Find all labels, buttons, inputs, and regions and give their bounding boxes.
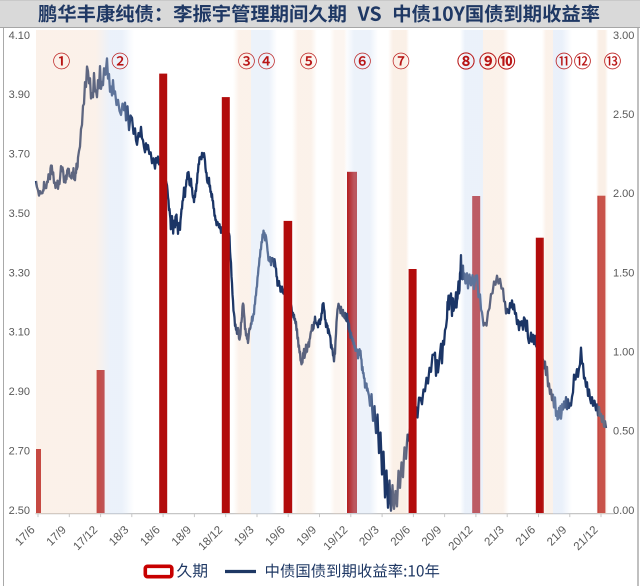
svg-text:3.00: 3.00 [613, 30, 634, 42]
svg-text:20/3: 20/3 [357, 524, 381, 548]
svg-text:4.10: 4.10 [9, 30, 30, 42]
svg-text:1.00: 1.00 [613, 347, 634, 359]
svg-text:3.50: 3.50 [9, 208, 30, 220]
svg-text:20/12: 20/12 [447, 524, 476, 553]
svg-text:17/6: 17/6 [13, 524, 37, 548]
svg-text:2.50: 2.50 [613, 109, 634, 121]
svg-text:3.30: 3.30 [9, 267, 30, 279]
svg-text:19/3: 19/3 [232, 524, 256, 548]
svg-text:18/3: 18/3 [107, 524, 131, 548]
svg-text:21/12: 21/12 [572, 524, 601, 553]
svg-text:20/6: 20/6 [389, 524, 413, 548]
svg-text:18/6: 18/6 [138, 524, 162, 548]
svg-text:21/6: 21/6 [514, 524, 538, 548]
svg-text:2.70: 2.70 [9, 445, 30, 457]
svg-text:1.50: 1.50 [613, 267, 634, 279]
svg-text:19/12: 19/12 [322, 524, 351, 553]
svg-text:19/9: 19/9 [295, 524, 319, 548]
svg-text:21/9: 21/9 [545, 524, 569, 548]
svg-text:18/9: 18/9 [170, 524, 194, 548]
svg-text:21/3: 21/3 [483, 524, 507, 548]
svg-text:0.00: 0.00 [613, 505, 634, 517]
svg-text:17/12: 17/12 [71, 524, 100, 553]
svg-text:2.50: 2.50 [9, 505, 30, 517]
svg-text:2.90: 2.90 [9, 386, 30, 398]
svg-text:3.10: 3.10 [9, 327, 30, 339]
svg-text:0.50: 0.50 [613, 426, 634, 438]
svg-text:2.00: 2.00 [613, 188, 634, 200]
svg-text:18/12: 18/12 [196, 524, 225, 553]
svg-text:19/6: 19/6 [264, 524, 288, 548]
svg-text:17/9: 17/9 [45, 524, 69, 548]
svg-text:3.70: 3.70 [9, 149, 30, 161]
svg-text:3.90: 3.90 [9, 89, 30, 101]
svg-text:20/9: 20/9 [420, 524, 444, 548]
